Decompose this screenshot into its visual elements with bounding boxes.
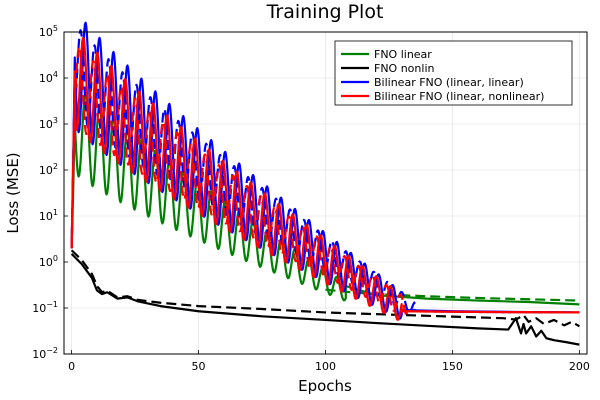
y-tick-label: 103	[39, 116, 58, 131]
legend-label: FNO nonlin	[374, 62, 434, 75]
legend-label: FNO linear	[374, 48, 432, 61]
legend-label: Bilinear FNO (linear, nonlinear)	[374, 90, 544, 103]
legend-label: Bilinear FNO (linear, linear)	[374, 76, 524, 89]
y-tick-label: 10−2	[32, 346, 58, 361]
x-axis-label: Epochs	[298, 377, 352, 395]
series-line-bilinear-fno-linear-nonlinear	[70, 36, 580, 321]
y-tick-label: 104	[39, 70, 58, 85]
chart-title: Training Plot	[266, 1, 384, 23]
y-axis-ticks: 10−2 10−1 100 101 102 103 104 105	[32, 24, 68, 361]
series-line-bilinear-fno-linear-linear	[70, 21, 580, 320]
series-line-bilinear-fno-linear-nonlinear-val	[70, 45, 580, 318]
x-tick-label: 50	[192, 360, 206, 373]
y-tick-label: 101	[39, 208, 58, 223]
series-line-fno-nonlin	[70, 253, 580, 346]
x-tick-label: 0	[68, 360, 75, 373]
y-tick-label: 100	[39, 254, 58, 269]
series-lines	[70, 21, 580, 346]
y-tick-label: 10−1	[32, 300, 58, 315]
grid	[64, 31, 587, 355]
x-tick-label: 150	[442, 360, 463, 373]
x-axis-ticks: 0 50 100 150 200	[68, 350, 590, 373]
x-tick-label: 200	[569, 360, 590, 373]
series-line-fno-linear-val	[325, 288, 580, 302]
y-axis-label: Loss (MSE)	[4, 152, 22, 233]
series-line-fno-nonlin-val	[70, 249, 580, 328]
y-tick-label: 105	[39, 24, 58, 39]
y-tick-label: 102	[39, 162, 58, 177]
x-tick-label: 100	[315, 360, 336, 373]
legend-box	[334, 40, 573, 106]
series-line-fno-linear	[70, 92, 580, 306]
